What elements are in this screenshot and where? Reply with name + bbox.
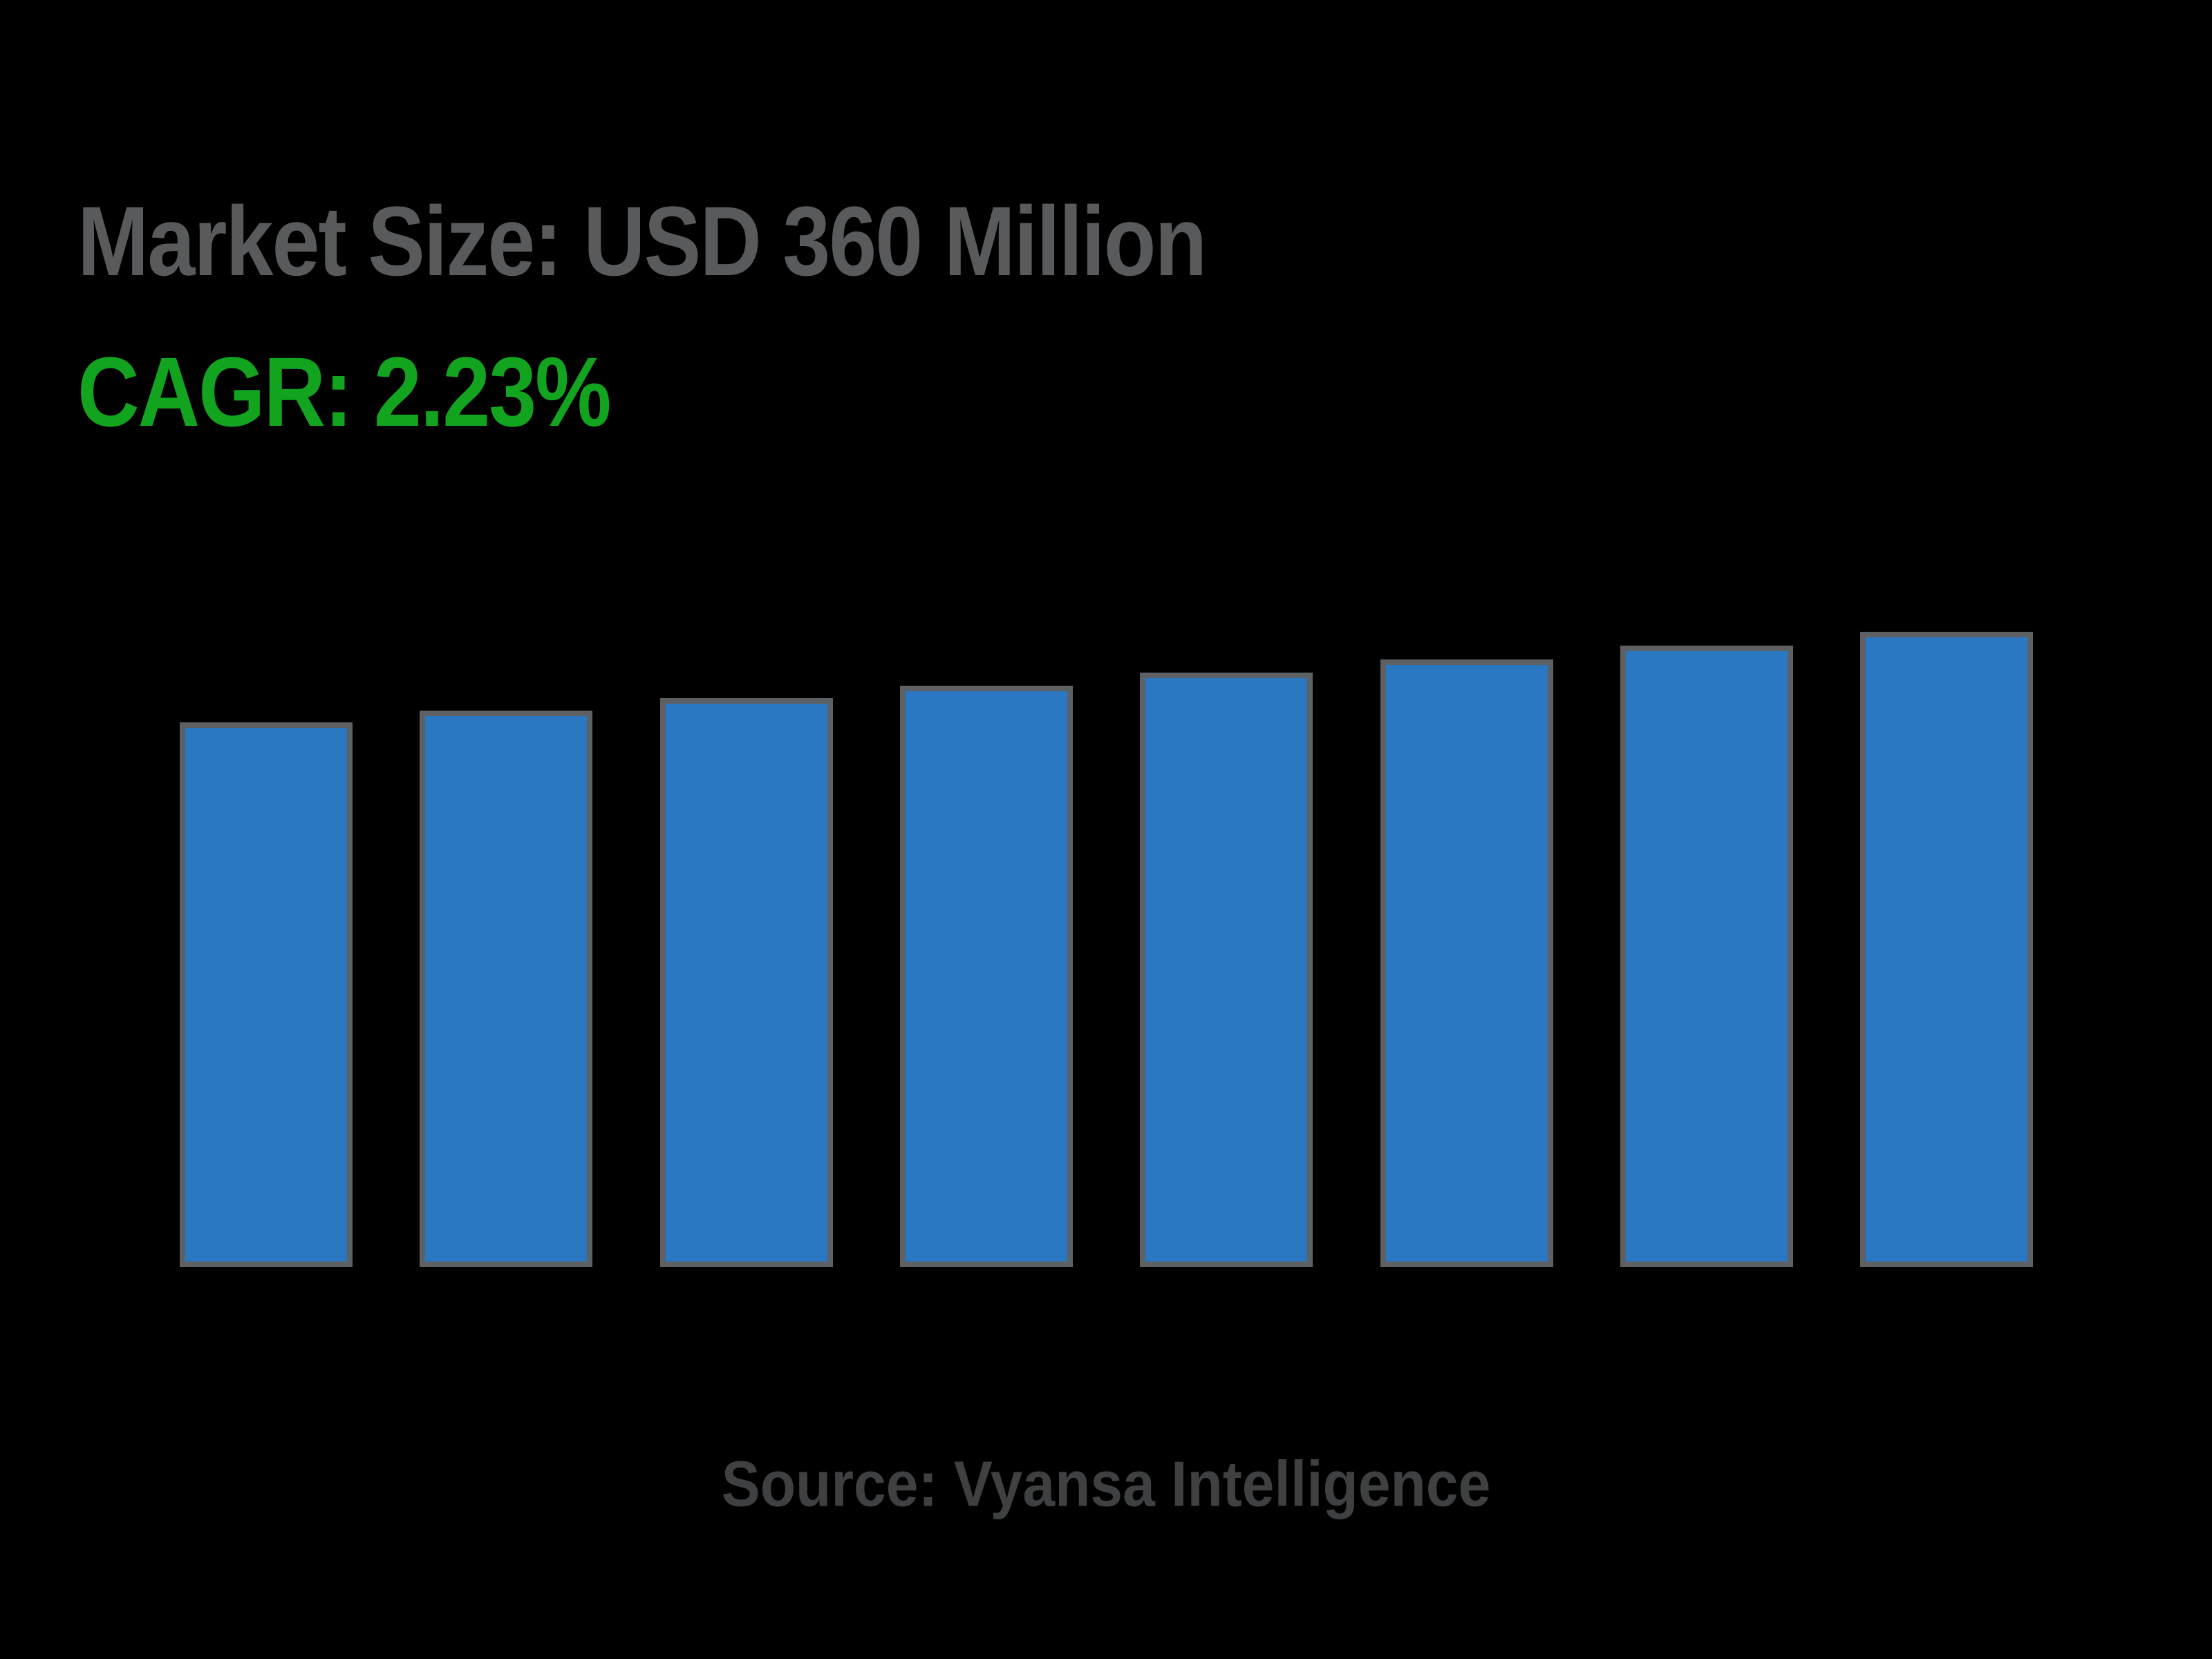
bar-1 (180, 722, 353, 1267)
bar-4 (900, 686, 1073, 1267)
bar-5 (1140, 673, 1313, 1267)
bar-6 (1380, 659, 1553, 1267)
source-caption: Source: Vyansa Intelligence (721, 1448, 1491, 1520)
bar-8 (1860, 632, 2033, 1267)
market-size-title: Market Size: USD 360 Million (77, 187, 1207, 297)
bar-7 (1620, 646, 1793, 1267)
bar-2 (420, 711, 592, 1267)
bar-3 (660, 698, 833, 1267)
cagr-label: CAGR: 2.23% (77, 337, 611, 447)
